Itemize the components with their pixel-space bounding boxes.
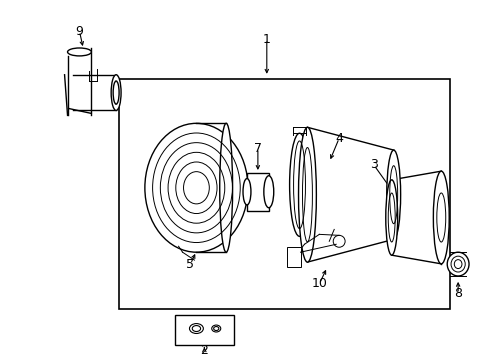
Text: 10: 10 [311,278,326,291]
Ellipse shape [447,252,468,276]
Text: 8: 8 [453,287,461,300]
Ellipse shape [432,171,448,264]
Text: 5: 5 [186,258,194,271]
Bar [246,173,268,211]
Ellipse shape [264,176,273,208]
Ellipse shape [298,127,316,262]
Circle shape [332,235,345,247]
Ellipse shape [385,180,397,255]
Text: 3: 3 [369,158,377,171]
Text: 4: 4 [335,132,343,145]
Text: 2: 2 [200,344,208,357]
Ellipse shape [386,150,400,239]
Bar [286,247,300,267]
Text: 9: 9 [75,24,83,38]
Text: 1: 1 [263,32,270,46]
Ellipse shape [289,133,309,236]
Bar [174,315,234,345]
Ellipse shape [111,75,121,111]
Ellipse shape [243,179,250,205]
Bar [119,79,449,309]
Text: 6: 6 [297,134,305,147]
Ellipse shape [219,123,232,252]
Text: 7: 7 [253,141,262,154]
Ellipse shape [144,123,247,252]
Ellipse shape [67,48,91,56]
